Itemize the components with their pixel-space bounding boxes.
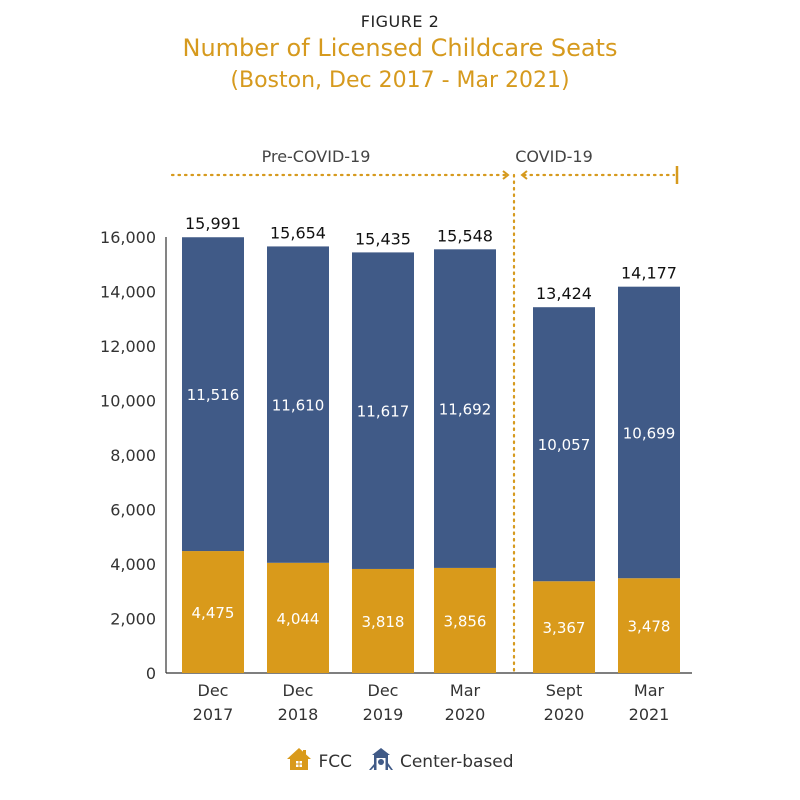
bar-center-based [533,307,595,582]
period-annotations: Pre-COVID-19 COVID-19 [170,147,679,675]
data-label-center-based: 11,610 [272,397,325,415]
legend-item-fcc: FCC [286,747,352,776]
bar-fcc [434,567,496,673]
x-tick-label: Dec [198,681,229,700]
data-label-total: 15,548 [437,226,493,245]
y-tick-label: 8,000 [110,446,156,465]
x-tick-label: 2017 [193,705,234,724]
data-label-center-based: 11,516 [187,386,240,404]
figure-label: FIGURE 2 [360,12,440,31]
legend-label-center-based: Center-based [399,751,514,772]
x-tick-label: 2018 [278,705,319,724]
data-label-center-based: 11,617 [357,403,410,421]
bar-fcc [352,568,414,673]
bar-group: 4,044 11,610 15,654 [267,223,329,673]
bar-fcc [618,578,680,673]
bar-fcc [267,562,329,673]
data-label-total: 13,424 [536,284,592,303]
annotation-covid: COVID-19 [515,147,593,166]
arrow-right-icon [502,170,510,180]
legend-item-center-based: Center-based [368,747,514,776]
x-tick-label: 2020 [445,705,486,724]
bars: 4,475 11,516 15,991 4,044 11,610 15,654 3,818 1… [182,214,680,673]
bar-center-based [618,286,680,579]
bar-fcc [182,551,244,673]
y-tick-label: 14,000 [100,283,156,302]
x-tick-label: Mar [634,681,665,700]
x-tick-label: Mar [450,681,481,700]
data-label-total: 15,435 [355,229,411,248]
data-label-fcc: 3,478 [628,618,671,636]
data-label-total: 15,991 [185,214,241,233]
x-tick-label: 2019 [363,705,404,724]
y-tick-label: 12,000 [100,337,156,356]
stacked-bar-chart: Pre-COVID-19 COVID-19 0 2,000 4,000 6,000 8,0… [100,147,692,724]
x-tick-label: Dec [283,681,314,700]
house-icon [286,747,312,776]
y-tick-label: 10,000 [100,392,156,411]
bar-center-based [182,237,244,552]
data-label-center-based: 10,057 [538,436,591,454]
data-label-fcc: 3,367 [543,619,586,637]
y-tick-label: 2,000 [110,610,156,629]
data-label-fcc: 3,856 [444,612,487,630]
bar-group: 3,478 10,699 14,177 [618,264,680,673]
data-label-total: 14,177 [621,264,677,283]
y-axis: 0 2,000 4,000 6,000 8,000 10,000 12,000 14,000 1… [100,228,692,683]
data-label-total: 15,654 [270,223,326,242]
data-label-fcc: 4,044 [277,610,320,628]
bar-center-based [434,249,496,568]
legend: FCC Center-based [0,747,800,776]
x-tick-label: Sept [546,681,582,700]
data-label-fcc: 3,818 [362,613,405,631]
data-label-fcc: 4,475 [192,604,235,622]
bar-center-based [267,246,329,563]
y-tick-label: 0 [146,664,156,683]
x-tick-label: Dec [368,681,399,700]
bar-group: 3,818 11,617 15,435 [352,229,414,673]
legend-label-fcc: FCC [318,751,352,772]
x-tick-label: 2020 [544,705,585,724]
y-tick-label: 6,000 [110,501,156,520]
bar-group: 3,367 10,057 13,424 [533,284,595,673]
data-label-center-based: 11,692 [439,401,492,419]
bar-center-based [352,252,414,569]
data-label-center-based: 10,699 [623,424,676,442]
bar-group: 4,475 11,516 15,991 [182,214,244,673]
y-tick-label: 16,000 [100,228,156,247]
y-tick-label: 4,000 [110,555,156,574]
chart-title: Number of Licensed Childcare Seats [182,34,618,62]
chart-subtitle: (Boston, Dec 2017 - Mar 2021) [230,68,570,93]
annotation-pre-covid: Pre-COVID-19 [262,147,371,166]
playground-icon [368,747,394,776]
bar-fcc [533,581,595,673]
arrow-left-icon [520,170,528,180]
bar-group: 3,856 11,692 15,548 [434,226,496,673]
x-tick-label: 2021 [629,705,670,724]
x-axis: Dec 2017 Dec 2018 Dec 2019 Mar 2020 Sept 2020 Mar 2… [193,681,670,724]
